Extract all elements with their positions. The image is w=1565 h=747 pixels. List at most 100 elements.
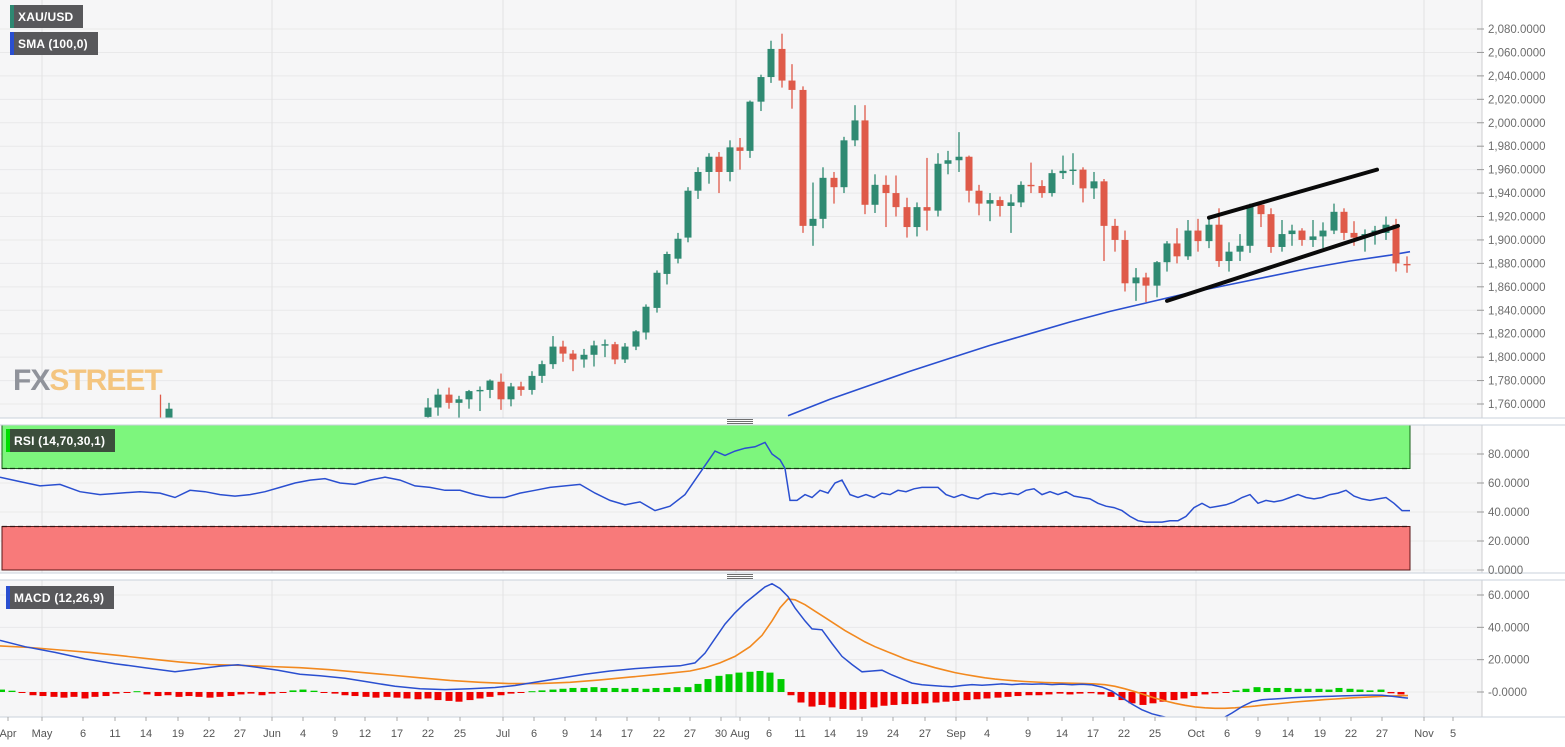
rsi-chip-label: RSI (14,70,30,1) [14, 433, 106, 448]
svg-text:1,880.0000: 1,880.0000 [1488, 258, 1546, 270]
panel-resize-grip-icon[interactable] [727, 418, 753, 425]
svg-text:9: 9 [1025, 728, 1031, 740]
svg-text:20.0000: 20.0000 [1488, 536, 1530, 548]
svg-text:14: 14 [140, 728, 152, 740]
svg-text:May: May [32, 728, 53, 740]
rsi-panel[interactable] [1, 424, 1411, 571]
svg-text:27: 27 [684, 728, 696, 740]
svg-text:2,080.0000: 2,080.0000 [1488, 24, 1546, 36]
symbol-chip-accent-bar [10, 5, 14, 28]
svg-text:24: 24 [887, 728, 899, 740]
macd-chip-accent-bar [6, 586, 10, 609]
svg-text:1,920.0000: 1,920.0000 [1488, 212, 1546, 224]
svg-text:2,020.0000: 2,020.0000 [1488, 94, 1546, 106]
svg-text:9: 9 [562, 728, 568, 740]
offscale-candle-stubs [159, 394, 173, 418]
svg-text:14: 14 [1056, 728, 1068, 740]
svg-text:1,820.0000: 1,820.0000 [1488, 329, 1546, 341]
rsi-axis[interactable]: 80.0000 60.0000 40.0000 20.0000 0.0000 [1477, 449, 1530, 577]
svg-text:Sep: Sep [946, 728, 966, 740]
svg-text:22: 22 [203, 728, 215, 740]
wedge-trendlines[interactable] [1165, 167, 1400, 303]
svg-text:12: 12 [359, 728, 371, 740]
svg-text:Jun: Jun [263, 728, 281, 740]
svg-text:22: 22 [1345, 728, 1357, 740]
panel-resize-grip-icon[interactable] [727, 573, 753, 580]
svg-text:Nov: Nov [1414, 728, 1434, 740]
svg-text:Apr: Apr [0, 728, 17, 740]
svg-text:1,840.0000: 1,840.0000 [1488, 305, 1546, 317]
time-axis[interactable]: Apr May 6 11 14 19 22 27 Jun 4 9 12 17 22 25 Jul 6 9 14 17 2… [0, 717, 1456, 740]
svg-text:0.0000: 0.0000 [1488, 565, 1523, 577]
svg-text:17: 17 [1087, 728, 1099, 740]
svg-text:80.0000: 80.0000 [1488, 449, 1530, 461]
rsi-indicator-chip[interactable]: RSI (14,70,30,1) [6, 429, 116, 452]
svg-text:Aug: Aug [730, 728, 750, 740]
macd-chip-label: MACD (12,26,9) [14, 590, 105, 605]
svg-text:22: 22 [653, 728, 665, 740]
svg-text:2,060.0000: 2,060.0000 [1488, 47, 1546, 59]
svg-text:6: 6 [531, 728, 537, 740]
svg-text:1,800.0000: 1,800.0000 [1488, 352, 1546, 364]
svg-text:11: 11 [109, 728, 120, 740]
svg-text:30: 30 [715, 728, 727, 740]
fxstreet-watermark: FXSTREET [13, 364, 163, 397]
svg-text:25: 25 [454, 728, 466, 740]
svg-text:1,760.0000: 1,760.0000 [1488, 399, 1546, 411]
macd-axis[interactable]: 60.0000 40.0000 20.0000 -0.0000 [1477, 590, 1530, 699]
sma-100-line [787, 250, 1411, 417]
rsi-line [0, 441, 1410, 523]
svg-text:Oct: Oct [1187, 728, 1204, 740]
svg-text:27: 27 [1376, 728, 1388, 740]
svg-text:17: 17 [391, 728, 403, 740]
macd-histogram [0, 670, 1405, 710]
svg-text:5: 5 [1450, 728, 1456, 740]
svg-text:27: 27 [919, 728, 931, 740]
svg-text:25: 25 [1149, 728, 1161, 740]
svg-text:4: 4 [984, 728, 990, 740]
svg-text:27: 27 [234, 728, 246, 740]
gridlines [0, 0, 1482, 717]
svg-text:20.0000: 20.0000 [1488, 655, 1530, 667]
rsi-chip-accent-bar [6, 429, 10, 452]
svg-text:6: 6 [80, 728, 86, 740]
svg-text:6: 6 [766, 728, 772, 740]
svg-text:14: 14 [824, 728, 836, 740]
svg-text:1,960.0000: 1,960.0000 [1488, 165, 1546, 177]
svg-text:9: 9 [1255, 728, 1261, 740]
svg-text:2,040.0000: 2,040.0000 [1488, 71, 1546, 83]
candlestick-series[interactable] [424, 33, 1411, 427]
sma-chip-label: SMA (100,0) [18, 36, 88, 51]
svg-text:1,780.0000: 1,780.0000 [1488, 376, 1546, 388]
svg-text:1,980.0000: 1,980.0000 [1488, 141, 1546, 153]
svg-text:14: 14 [590, 728, 602, 740]
svg-text:1,940.0000: 1,940.0000 [1488, 188, 1546, 200]
macd-indicator-chip[interactable]: MACD (12,26,9) [6, 586, 115, 609]
macd-main-line [0, 582, 1409, 717]
panel-borders [0, 0, 1565, 718]
panel-backgrounds [0, 0, 1482, 717]
svg-text:Jul: Jul [496, 728, 510, 740]
svg-text:9: 9 [332, 728, 338, 740]
symbol-chip[interactable]: XAU/USD [10, 5, 84, 28]
svg-text:22: 22 [1118, 728, 1130, 740]
svg-text:6: 6 [1224, 728, 1230, 740]
svg-text:2,000.0000: 2,000.0000 [1488, 118, 1546, 130]
svg-text:19: 19 [172, 728, 184, 740]
svg-text:11: 11 [794, 728, 805, 740]
svg-text:60.0000: 60.0000 [1488, 590, 1530, 602]
svg-text:19: 19 [856, 728, 868, 740]
sma-chip-accent-bar [10, 32, 14, 55]
macd-signal-line [0, 598, 1409, 710]
price-axis[interactable]: 2,080.0000 2,060.0000 2,040.0000 2,020.0000… [1477, 24, 1546, 411]
svg-text:19: 19 [1314, 728, 1326, 740]
svg-text:40.0000: 40.0000 [1488, 622, 1530, 634]
svg-text:22: 22 [422, 728, 434, 740]
svg-text:40.0000: 40.0000 [1488, 507, 1530, 519]
svg-text:1,900.0000: 1,900.0000 [1488, 235, 1546, 247]
symbol-chip-label: XAU/USD [18, 9, 74, 24]
svg-text:1,860.0000: 1,860.0000 [1488, 282, 1546, 294]
sma-indicator-chip[interactable]: SMA (100,0) [10, 32, 98, 55]
